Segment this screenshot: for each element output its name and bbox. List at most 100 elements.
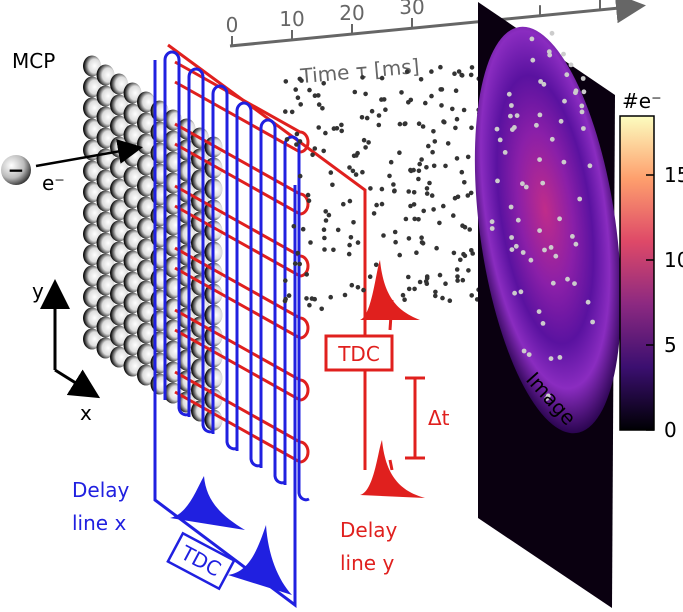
hit-dot	[489, 219, 495, 225]
hit-dot	[453, 125, 458, 131]
hit-dot	[323, 130, 328, 136]
hit-dot	[529, 36, 535, 42]
hit-dot	[540, 321, 546, 326]
hit-dot	[461, 251, 466, 257]
mcp-label: MCP	[12, 49, 55, 73]
hit-dot	[347, 198, 353, 204]
hit-dot	[489, 226, 495, 231]
hit-dot	[308, 240, 313, 245]
hit-dot	[432, 139, 438, 144]
hit-dot	[585, 299, 591, 305]
hit-dot	[497, 137, 503, 143]
hit-dot	[419, 240, 425, 245]
hit-dot	[429, 69, 434, 74]
hit-dot	[376, 122, 382, 128]
hit-dot	[580, 76, 586, 81]
hit-dot	[297, 139, 303, 144]
hit-dot	[406, 189, 412, 194]
mcp-channel	[83, 97, 101, 119]
hit-dot	[381, 233, 386, 238]
hit-dot	[573, 88, 579, 94]
time-tick-label: 30	[399, 0, 424, 19]
hit-dot	[557, 216, 562, 222]
hit-dot	[400, 292, 406, 298]
hit-dot	[424, 186, 430, 191]
hit-dot	[495, 178, 500, 184]
hit-dot	[316, 125, 322, 130]
hit-dot	[335, 227, 341, 233]
mcp-channel	[83, 223, 101, 245]
hit-dot	[452, 195, 458, 201]
hit-dot	[307, 302, 312, 308]
tdc-x-box	[166, 531, 236, 591]
pulse-x-2	[228, 525, 292, 595]
x-axis-arrow	[54, 368, 101, 399]
hit-dot	[339, 128, 345, 134]
hit-dot	[353, 172, 359, 177]
hit-dot	[455, 274, 460, 279]
hit-dot	[408, 203, 413, 209]
hit-dot	[520, 181, 525, 187]
hit-dot	[307, 87, 312, 93]
delay-line-y-label: Delay	[340, 518, 398, 542]
delta-t: Δt	[428, 406, 450, 430]
hit-dot	[427, 180, 432, 186]
hit-dot	[424, 191, 430, 196]
hit-dot	[437, 272, 443, 278]
hit-dot	[363, 145, 368, 150]
hit-dot	[326, 212, 332, 218]
hit-dot	[397, 121, 403, 127]
mcp-channel	[137, 301, 155, 323]
hit-dot	[458, 257, 463, 263]
hit-dot	[379, 97, 384, 102]
colorbar-ticks: 0 5 10 15	[646, 163, 683, 442]
hit-dot	[460, 277, 466, 283]
hit-dot	[454, 267, 460, 272]
hit-dot	[460, 223, 465, 228]
mcp-channel	[123, 229, 142, 251]
time-tick-label: 20	[339, 1, 364, 25]
hit-dot	[515, 217, 521, 223]
hit-dot	[526, 352, 532, 357]
hit-dot	[541, 81, 547, 87]
hit-dot	[403, 121, 408, 126]
hit-dot	[283, 296, 288, 302]
hit-dot	[509, 103, 514, 108]
hit-dot	[561, 51, 566, 57]
hit-dot	[548, 356, 554, 361]
hit-dot	[549, 30, 555, 36]
hit-dot	[451, 213, 456, 218]
hit-dot	[379, 201, 385, 207]
hit-dot	[341, 201, 346, 207]
hit-dot	[561, 159, 567, 165]
hit-dot	[412, 216, 418, 222]
mcp-channel	[123, 103, 142, 125]
hit-dot	[367, 274, 373, 280]
hit-dot	[284, 137, 290, 142]
mcp-channel	[123, 250, 142, 272]
electron-label: e⁻	[42, 171, 65, 195]
mcp-channel	[96, 337, 115, 359]
hit-dot	[433, 293, 438, 299]
hit-dot	[465, 154, 471, 160]
mcp-channel	[96, 64, 115, 86]
hit-dot	[316, 93, 321, 98]
mcp-channel	[110, 304, 128, 326]
mcp-channel	[137, 343, 155, 365]
hit-dot	[349, 282, 355, 288]
mcp-channel	[177, 286, 196, 308]
hit-dot	[406, 274, 411, 280]
mcp-channel	[137, 364, 155, 386]
mcp-channel	[83, 76, 101, 98]
mcp-channel	[83, 286, 101, 308]
hit-dot	[424, 281, 430, 287]
hit-dot	[408, 97, 414, 103]
hit-dot	[312, 146, 318, 151]
mcp-channel	[110, 94, 128, 116]
hit-dot	[292, 261, 298, 266]
hit-dot	[294, 142, 299, 147]
hit-dot	[423, 100, 428, 106]
hit-dot	[508, 204, 514, 210]
hit-dot	[466, 268, 471, 273]
hit-dot	[419, 235, 424, 240]
